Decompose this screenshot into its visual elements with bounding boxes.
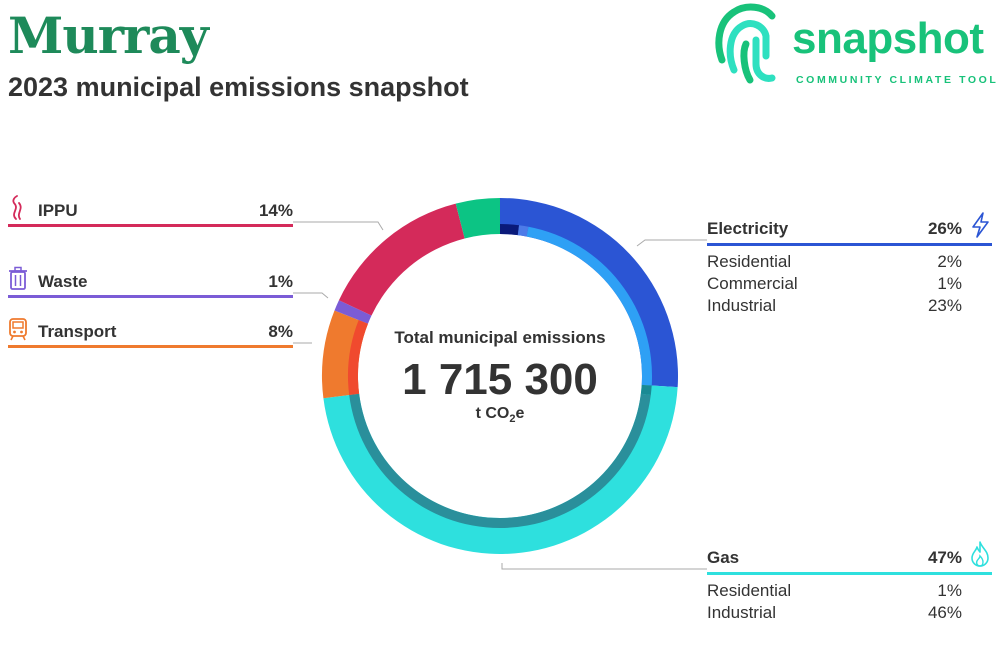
flame-icon	[971, 541, 989, 567]
inner-ring	[348, 224, 652, 529]
donut-slice-electricity	[500, 198, 678, 388]
leader-line-ippu	[293, 221, 384, 231]
logo-tagline: COMMUNITY CLIMATE TOOL	[796, 74, 999, 86]
donut-slice-agriculture	[455, 198, 500, 239]
leader-line-electricity	[636, 239, 707, 247]
legend-subitem: Residential 1%	[707, 581, 962, 600]
legend-label: Waste	[38, 272, 88, 291]
legend-subitem: Residential 2%	[707, 252, 962, 271]
smoke-icon	[12, 195, 22, 220]
legend-bar	[8, 345, 293, 348]
inner-slice-electricity-residential	[500, 224, 520, 236]
legend-label: Gas	[707, 548, 740, 567]
inner-slice-gas-residential	[640, 384, 652, 396]
legend-percent: 26%	[927, 219, 962, 238]
legend-label: Electricity	[707, 219, 789, 238]
bin-icon	[9, 266, 27, 290]
donut-slice-waste	[334, 300, 372, 324]
donut-slice-gas	[323, 384, 678, 554]
legend-percent: 14%	[258, 201, 293, 220]
inner-slice-electricity-commercial	[517, 225, 529, 237]
legend-percent: 47%	[927, 548, 962, 567]
legend-item-electricity: Electricity 26% Residential 2% Commercial…	[707, 212, 992, 315]
donut-slice-ippu	[338, 203, 465, 316]
legend-subitem: Commercial 1%	[707, 274, 962, 293]
legend-item-gas: Gas 47% Residential 1% Industrial 46%	[707, 541, 992, 622]
legend-item-ippu: IPPU 14%	[8, 195, 293, 227]
leader-lines	[293, 221, 707, 570]
legend-subitem: Industrial 46%	[707, 603, 962, 622]
train-icon	[9, 318, 27, 341]
page-subtitle: 2023 municipal emissions snapshot	[8, 72, 469, 102]
legend-percent: 8%	[268, 322, 293, 341]
legend-bar	[8, 224, 293, 227]
leader-line-gas	[501, 563, 707, 570]
inner-slice-transport-transport	[348, 320, 368, 396]
legend-percent: 1%	[268, 272, 293, 291]
legend-subitem: Industrial 23%	[707, 296, 962, 315]
legend-item-waste: Waste 1%	[8, 266, 293, 298]
total-emissions-label: Total municipal emissions	[394, 328, 606, 347]
total-emissions-value: 1 715 300	[402, 355, 598, 404]
legend-item-transport: Transport 8%	[8, 318, 293, 348]
legend-label: IPPU	[38, 201, 78, 220]
legend-bar	[707, 243, 992, 246]
lightning-icon	[972, 212, 989, 238]
legend-label: Transport	[38, 322, 117, 341]
legend-bar	[8, 295, 293, 298]
fingerprint-logo-icon	[715, 3, 776, 84]
total-emissions-unit: t CO2e	[475, 405, 525, 426]
snapshot-logo: snapshot COMMUNITY CLIMATE TOOL	[712, 0, 1000, 92]
leader-line-waste	[293, 292, 329, 299]
page-title: Murray	[8, 6, 209, 65]
logo-wordmark: snapshot	[792, 14, 984, 63]
legend-bar	[707, 572, 992, 575]
inner-slice-electricity-industrial	[526, 226, 652, 386]
